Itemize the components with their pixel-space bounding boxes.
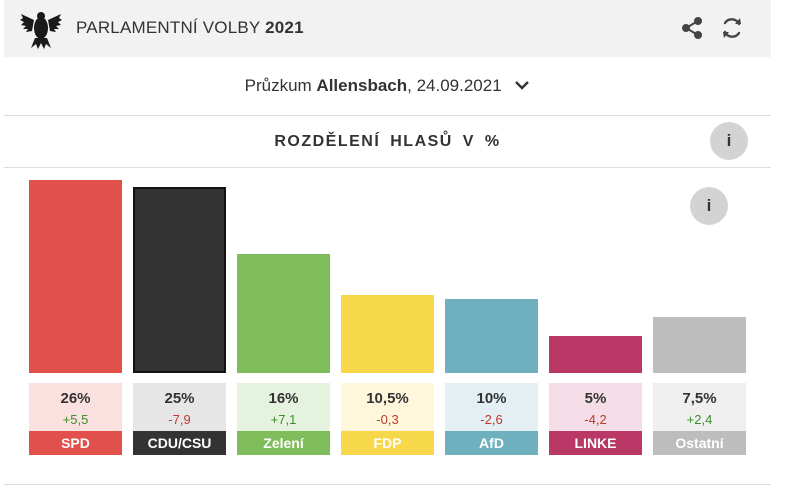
chevron-down-icon: [515, 81, 530, 90]
change-label: +2,4: [686, 412, 713, 427]
category-label: FDP: [341, 431, 434, 455]
change-label: -0,3: [376, 412, 399, 427]
app-title: PARLAMENTNÍ VOLBY 2021: [76, 18, 304, 37]
result-box: 10,5% -0,3: [341, 383, 434, 431]
section-title: ROZDĚLENÍ HLASŮ V %: [4, 116, 771, 168]
party-card[interactable]: 7,5% +2,4 Ostatní: [653, 383, 746, 455]
category-label: LINKE: [549, 431, 642, 455]
value-label: 26%: [60, 390, 91, 407]
change-label: -7,9: [168, 412, 191, 427]
share-icon[interactable]: [678, 14, 706, 42]
poll-selector[interactable]: Průzkum Allensbach, 24.09.2021: [4, 57, 771, 116]
section-info-button[interactable]: i: [710, 122, 748, 160]
change-label: -2,6: [480, 412, 503, 427]
result-box: 5% -4,2: [549, 383, 642, 431]
result-box: 26% +5,5: [29, 383, 122, 431]
category-label: CDU/CSU: [133, 431, 226, 455]
poll-institute: Allensbach: [316, 76, 408, 95]
value-label: 25%: [164, 390, 195, 407]
category-label: AfD: [445, 431, 538, 455]
bar-5[interactable]: [549, 336, 642, 373]
value-label: 5%: [584, 390, 607, 407]
chart-info-button[interactable]: i: [690, 187, 728, 225]
bar-4[interactable]: [445, 299, 538, 373]
party-card[interactable]: 10% -2,6 AfD: [445, 383, 538, 455]
bundestag-eagle-icon: [20, 12, 62, 49]
result-box: 25% -7,9: [133, 383, 226, 431]
bar-1[interactable]: [133, 187, 226, 373]
value-label: 10%: [476, 390, 507, 407]
party-card[interactable]: 5% -4,2 LINKE: [549, 383, 642, 455]
refresh-icon[interactable]: [718, 14, 746, 42]
poll-date: , 24.09.2021: [407, 76, 502, 95]
change-label: -4,2: [584, 412, 607, 427]
app-header: PARLAMENTNÍ VOLBY 2021: [4, 0, 771, 57]
change-label: +7,1: [270, 412, 297, 427]
category-label: Ostatní: [653, 431, 746, 455]
result-box: 10% -2,6: [445, 383, 538, 431]
value-label: 7,5%: [682, 390, 717, 407]
party-card[interactable]: 25% -7,9 CDU/CSU: [133, 383, 226, 455]
result-box: 7,5% +2,4: [653, 383, 746, 431]
bar-3[interactable]: [341, 295, 434, 373]
category-label: Zelení: [237, 431, 330, 455]
bar-6[interactable]: [653, 317, 746, 373]
divider: [4, 484, 771, 485]
party-card[interactable]: 10,5% -0,3 FDP: [341, 383, 434, 455]
bar-0[interactable]: [29, 180, 122, 373]
value-label: 10,5%: [366, 390, 409, 407]
poll-prefix: Průzkum: [244, 76, 312, 95]
value-label: 16%: [268, 390, 299, 407]
result-box: 16% +7,1: [237, 383, 330, 431]
category-label: SPD: [29, 431, 122, 455]
party-card[interactable]: 16% +7,1 Zelení: [237, 383, 330, 455]
party-card[interactable]: 26% +5,5 SPD: [29, 383, 122, 455]
change-label: +5,5: [62, 412, 89, 427]
bar-2[interactable]: [237, 254, 330, 373]
